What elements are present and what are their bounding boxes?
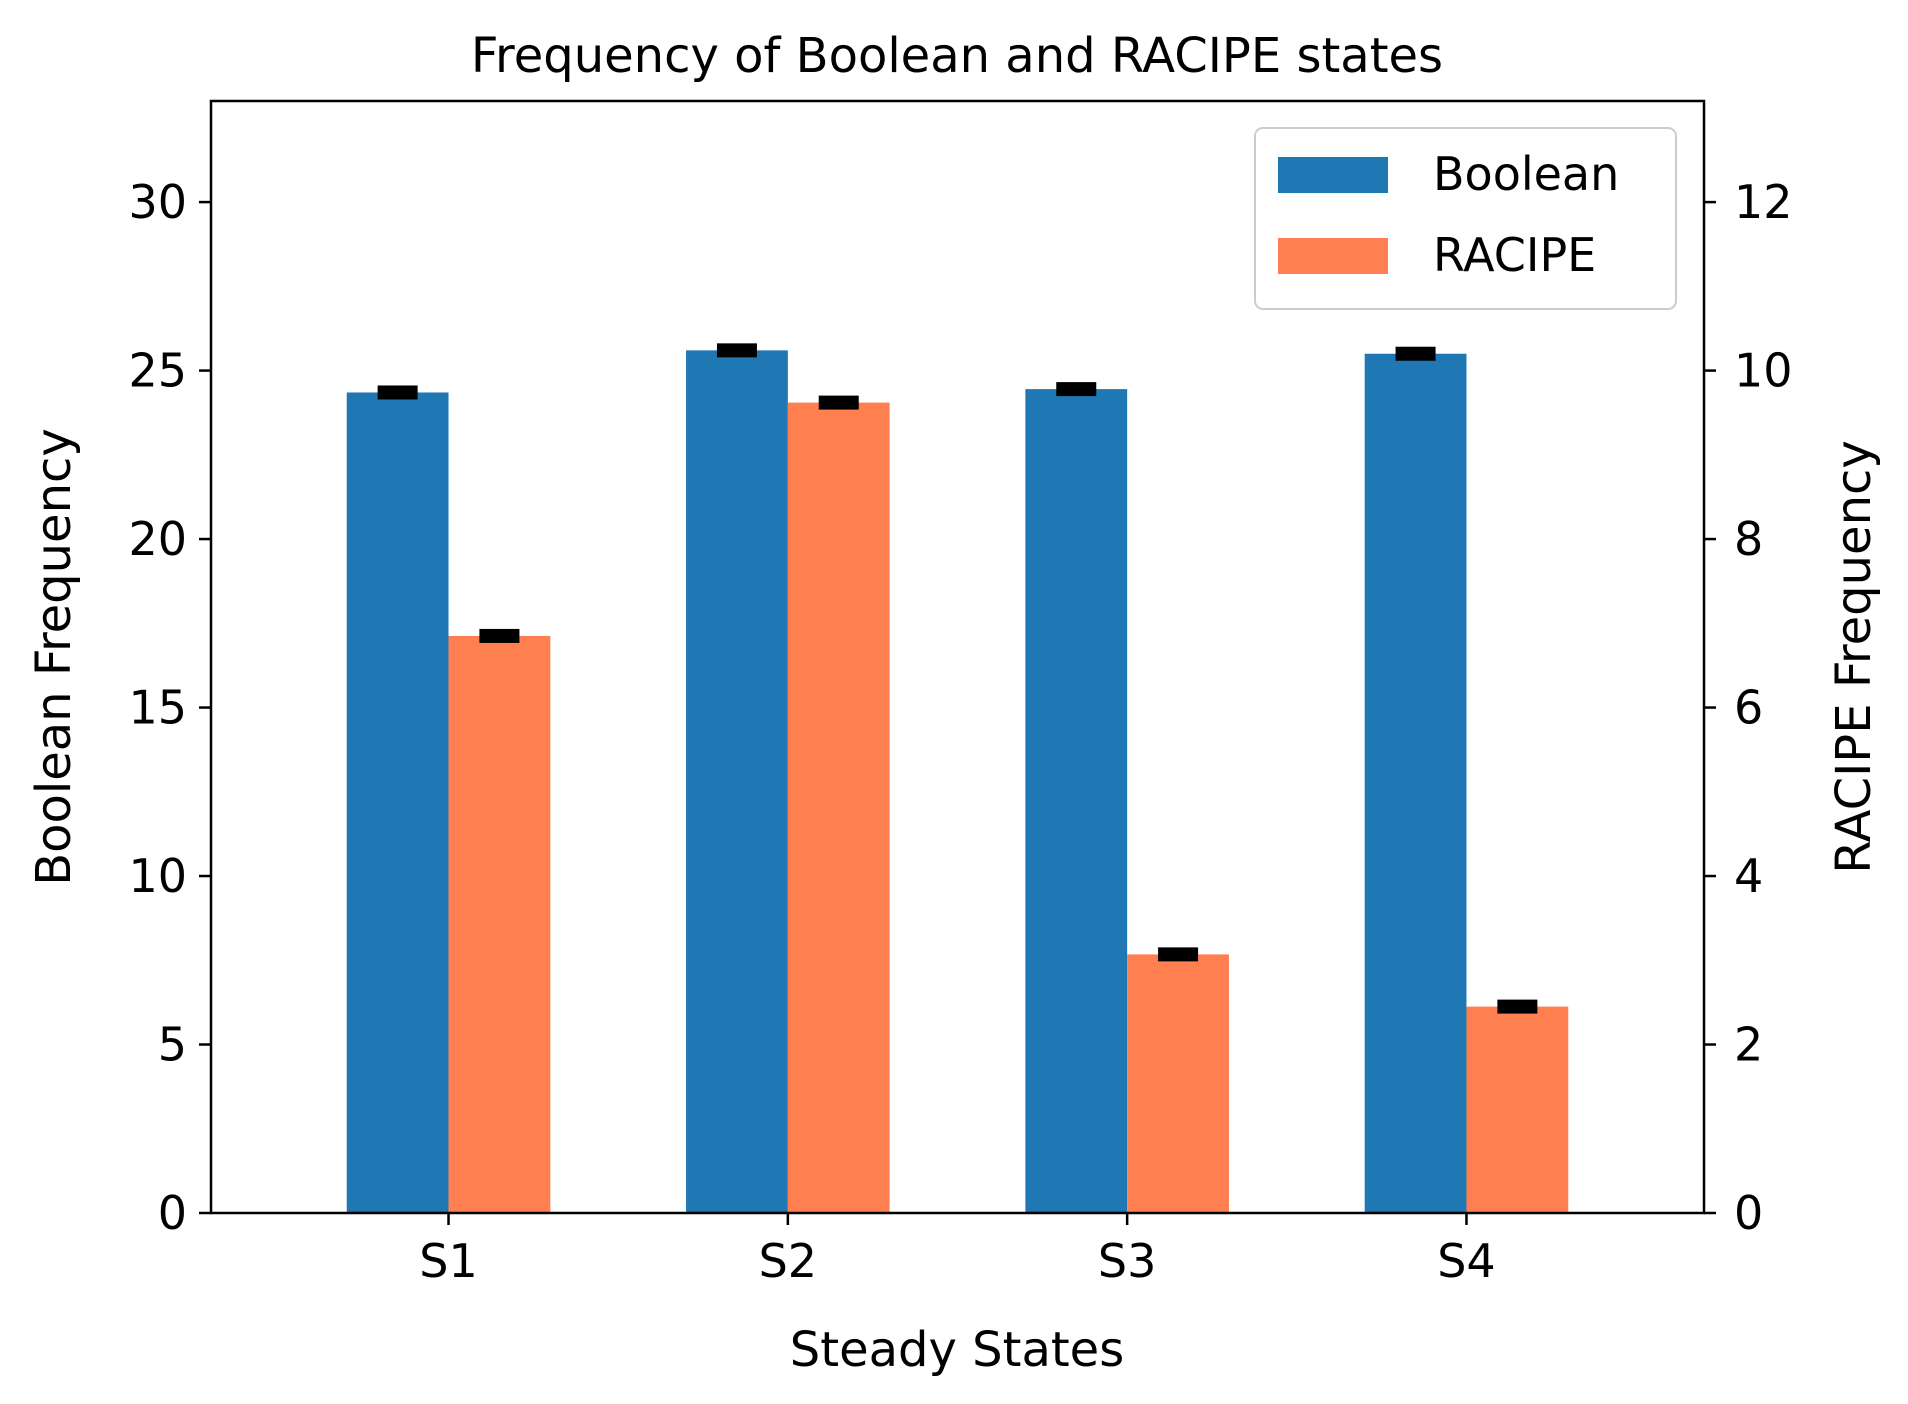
left-y-tick-label: 0 — [158, 1186, 187, 1240]
bar-racipe-s3 — [1127, 954, 1229, 1213]
bar-racipe-s2 — [787, 402, 890, 1213]
legend-label-boolean: Boolean — [1433, 147, 1619, 201]
left-y-tick-label: 10 — [128, 849, 187, 903]
legend-swatch-racipe — [1278, 238, 1388, 274]
error-bar-racipe-s1 — [479, 628, 520, 643]
bar-racipe-s1 — [448, 635, 551, 1213]
right-y-tick-label: 2 — [1734, 1018, 1763, 1072]
error-bar-boolean-s3 — [1056, 382, 1097, 397]
error-bar-boolean-s2 — [716, 343, 757, 358]
error-bar-boolean-s1 — [377, 385, 418, 400]
legend-label-racipe: RACIPE — [1433, 228, 1596, 282]
right-y-tick-label: 4 — [1734, 849, 1763, 903]
left-y-tick-label: 15 — [128, 681, 187, 735]
bars-layer — [346, 350, 1569, 1214]
right-y-tick-label: 10 — [1734, 344, 1793, 398]
x-tick-label-s2: S2 — [759, 1234, 817, 1288]
bar-boolean-s1 — [346, 392, 449, 1214]
right-y-axis-label: RACIPE Frequency — [1826, 440, 1882, 874]
error-bars-layer — [377, 343, 1538, 1014]
x-tick-label-s1: S1 — [419, 1234, 477, 1288]
legend: Boolean RACIPE — [1254, 127, 1677, 310]
left-y-tick-label: 25 — [128, 344, 187, 398]
x-axis: S1 S2 S3 S4 — [419, 1213, 1496, 1288]
error-bar-boolean-s4 — [1395, 346, 1436, 361]
right-y-axis: 0 2 4 6 8 10 12 — [1704, 175, 1793, 1240]
bar-racipe-s4 — [1466, 1006, 1569, 1213]
bar-boolean-s4 — [1364, 353, 1467, 1213]
right-y-tick-label: 0 — [1734, 1186, 1763, 1240]
error-bar-racipe-s2 — [818, 395, 859, 410]
error-bar-racipe-s4 — [1497, 999, 1538, 1014]
error-bar-racipe-s3 — [1158, 947, 1199, 962]
chart-title: Frequency of Boolean and RACIPE states — [471, 28, 1443, 84]
left-y-tick-label: 5 — [158, 1018, 187, 1072]
plot-frame — [209, 99, 1706, 1215]
right-y-tick-label: 8 — [1734, 512, 1763, 566]
left-y-tick-label: 30 — [128, 175, 187, 229]
x-tick-label-s4: S4 — [1437, 1234, 1495, 1288]
legend-swatch-boolean — [1278, 157, 1388, 193]
right-y-tick-label: 6 — [1734, 681, 1763, 735]
left-y-axis: 0 5 10 15 20 25 30 — [128, 175, 211, 1240]
x-tick-label-s3: S3 — [1098, 1234, 1156, 1288]
x-axis-label: Steady States — [790, 1322, 1124, 1378]
bar-boolean-s2 — [686, 350, 788, 1214]
left-y-axis-label: Boolean Frequency — [26, 428, 82, 886]
bar-boolean-s3 — [1025, 389, 1128, 1213]
right-y-tick-label: 12 — [1734, 175, 1793, 229]
left-y-tick-label: 20 — [128, 512, 187, 566]
